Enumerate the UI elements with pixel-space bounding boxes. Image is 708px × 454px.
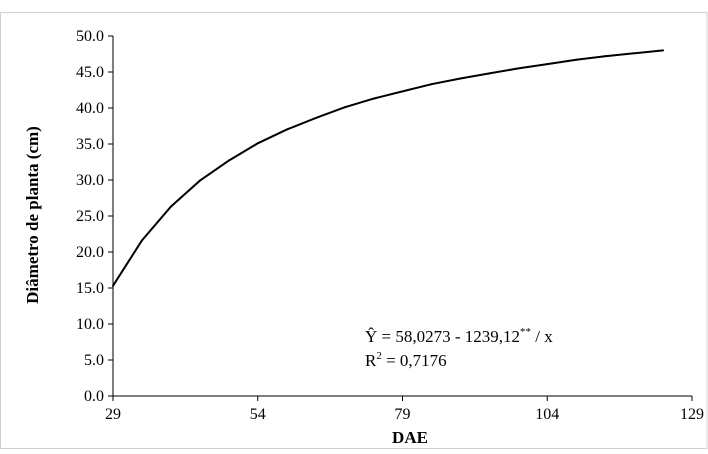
y-tick-label: 15.0 (76, 280, 104, 297)
y-tick-label: 20.0 (76, 244, 104, 261)
data-point (169, 205, 172, 208)
r2-lhs: R (365, 351, 377, 370)
data-point (285, 128, 288, 131)
data-point (140, 239, 143, 242)
x-tick-label: 129 (680, 406, 704, 423)
y-tick-label: 50.0 (76, 28, 104, 45)
data-point (575, 58, 578, 61)
y-tick-label: 0.0 (84, 388, 104, 405)
equation-annotation: Ŷ = 58,0273 - 1239,12** / x (365, 326, 553, 346)
x-tick-label: 29 (105, 406, 121, 423)
r2-rhs: = 0,7176 (382, 351, 447, 370)
y-axis-title: Diâmetro de planta (cm) (23, 126, 42, 304)
y-tick-label: 45.0 (76, 64, 104, 81)
data-point (546, 63, 549, 66)
data-point (459, 77, 462, 80)
y-tick-label: 10.0 (76, 316, 104, 333)
equation-superscript: ** (520, 326, 531, 338)
data-point (112, 284, 114, 287)
data-point (343, 106, 346, 109)
data-point (227, 159, 230, 162)
data-point (430, 83, 433, 86)
y-tick-label: 5.0 (84, 352, 104, 369)
x-tick-label: 104 (535, 406, 559, 423)
chart-border (0, 12, 708, 449)
y-axis-ticks: 0.0 5.0 10.0 15.0 20.0 25.0 30.0 35.0 40.0 45.0 50… (76, 28, 113, 405)
y-tick-label: 30.0 (76, 172, 104, 189)
y-tick-label: 25.0 (76, 208, 104, 225)
data-point (633, 52, 636, 55)
data-point (198, 179, 201, 182)
y-tick-label: 40.0 (76, 100, 104, 117)
x-axis-title: DAE (392, 428, 428, 447)
series-line (112, 49, 664, 287)
data-point (517, 67, 520, 70)
data-point (401, 90, 404, 93)
data-point (372, 97, 375, 100)
data-point (256, 142, 259, 145)
data-point (488, 72, 491, 75)
x-tick-label: 54 (250, 406, 266, 423)
equation-lhs: Ŷ = 58,0273 - 1239,12 (365, 327, 520, 346)
series-points (112, 49, 665, 287)
x-tick-label: 79 (395, 406, 411, 423)
y-tick-label: 35.0 (76, 136, 104, 153)
x-axis-ticks: 29 54 79 104 129 (105, 396, 704, 423)
r-squared-annotation: R2 = 0,7176 (365, 350, 447, 370)
data-point (662, 49, 665, 52)
data-point (604, 55, 607, 58)
r2-superscript: 2 (376, 350, 382, 362)
data-point (314, 117, 317, 120)
equation-rhs: / x (531, 327, 553, 346)
